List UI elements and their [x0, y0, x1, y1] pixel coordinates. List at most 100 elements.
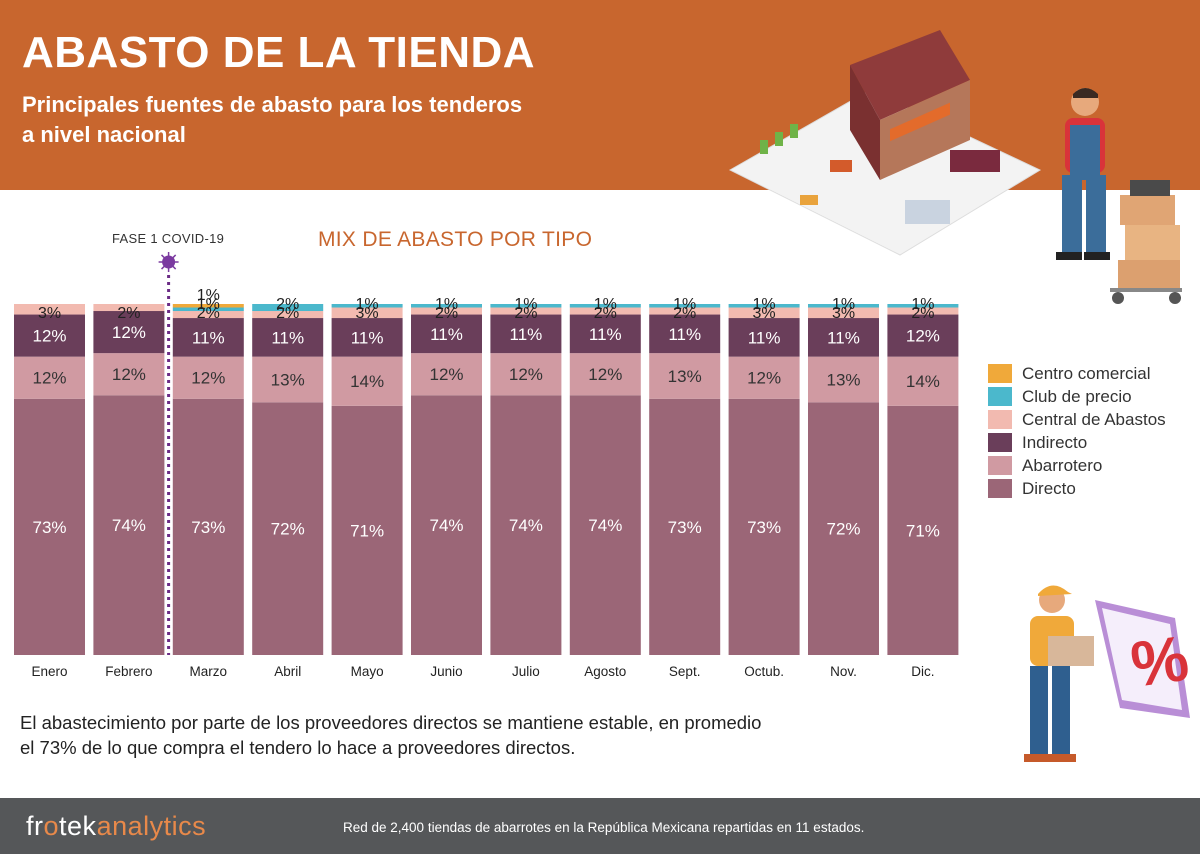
summary-line-1: El abastecimiento por parte de los prove… — [20, 712, 762, 733]
data-label-directo: 72% — [271, 520, 305, 539]
bar-segment-directo — [490, 395, 562, 655]
bar-segment-club-de-precio — [569, 304, 641, 308]
bar-segment-indirecto — [93, 311, 165, 354]
data-label-central-de-abastos: 2% — [911, 305, 934, 322]
data-label-indirecto: 11% — [351, 328, 384, 347]
bar-segment-club-de-precio — [808, 304, 879, 308]
bar-segment-directo — [252, 402, 324, 655]
bar-segment-directo — [569, 395, 641, 655]
data-label-indirecto: 11% — [271, 328, 304, 347]
bar-segment-club-de-precio — [411, 304, 482, 308]
page-title: ABASTO DE LA TIENDA — [22, 28, 536, 77]
legend-item-central-de-abastos: Central de Abastos — [988, 408, 1166, 431]
data-label-directo: 73% — [668, 518, 702, 537]
data-label-central-de-abastos: 2% — [435, 305, 458, 322]
bar-segment-indirecto — [887, 314, 959, 357]
footer-bar: frotekanalytics Red de 2,400 tiendas de … — [0, 798, 1200, 854]
bar-segment-central-de-abastos — [808, 307, 879, 319]
chart-legend: Centro comercial Club de precio Central … — [988, 362, 1166, 500]
bar-segment-directo — [331, 405, 403, 655]
bar-segment-directo — [649, 398, 721, 655]
data-label-club-de-precio: 1% — [197, 296, 220, 313]
x-tick-label: Julio — [512, 664, 540, 679]
svg-text:%: % — [1127, 622, 1193, 701]
data-label-abarrotero: 13% — [271, 370, 305, 389]
data-label-indirecto: 11% — [430, 325, 463, 344]
data-label-abarrotero: 12% — [112, 365, 146, 384]
data-label-central-de-abastos: 2% — [276, 305, 299, 322]
data-label-club-de-precio: 1% — [356, 296, 379, 313]
stacked-bar-chart: 73%12%12%3%Enero74%12%12%2%Febrero73%12%… — [14, 252, 959, 679]
data-label-abarrotero: 14% — [350, 372, 384, 391]
bar-segment-directo — [728, 398, 800, 655]
subtitle-line-2: a nivel nacional — [22, 122, 186, 147]
data-label-abarrotero: 14% — [906, 372, 940, 391]
data-label-club-de-precio: 1% — [594, 296, 617, 313]
bar-segment-abarrotero — [649, 353, 721, 399]
legend-label: Central de Abastos — [1022, 409, 1166, 429]
legend-swatch — [988, 479, 1012, 498]
data-label-indirecto: 11% — [510, 325, 543, 344]
bar-segment-directo — [172, 398, 244, 655]
legend-label: Directo — [1022, 478, 1076, 498]
data-label-abarrotero: 13% — [826, 370, 860, 389]
data-label-centro-comercial: 1% — [197, 287, 220, 304]
data-label-club-de-precio: 1% — [514, 296, 537, 313]
data-label-indirecto: 11% — [668, 325, 701, 344]
bar-segment-central-de-abastos — [728, 307, 800, 319]
page-subtitle: Principales fuentes de abasto para los t… — [22, 90, 522, 150]
bar-segment-club-de-precio — [728, 304, 800, 308]
data-label-directo: 73% — [32, 518, 66, 537]
bar-segment-indirecto — [252, 318, 324, 357]
data-label-club-de-precio: 1% — [435, 296, 458, 313]
bar-segment-abarrotero — [411, 353, 482, 396]
data-label-abarrotero: 12% — [509, 365, 543, 384]
summary-line-2: el 73% de lo que compra el tendero lo ha… — [20, 737, 576, 758]
bar-segment-club-de-precio — [331, 304, 403, 308]
legend-label: Abarrotero — [1022, 455, 1103, 475]
data-label-abarrotero: 12% — [191, 369, 225, 388]
legend-swatch — [988, 387, 1012, 406]
data-label-directo: 73% — [747, 518, 781, 537]
header-banner: ABASTO DE LA TIENDA Principales fuentes … — [0, 0, 1200, 190]
x-tick-label: Junio — [430, 664, 462, 679]
x-tick-label: Sept. — [669, 664, 701, 679]
data-label-central-de-abastos: 2% — [117, 305, 140, 322]
bar-segment-indirecto — [14, 314, 85, 357]
data-label-abarrotero: 12% — [747, 369, 781, 388]
data-label-indirecto: 12% — [906, 327, 940, 346]
data-label-abarrotero: 12% — [588, 365, 622, 384]
bar-segment-abarrotero — [728, 356, 800, 399]
virus-icon — [158, 252, 179, 272]
bar-segment-abarrotero — [252, 356, 324, 403]
x-tick-label: Agosto — [584, 664, 626, 679]
x-tick-label: Mayo — [351, 664, 384, 679]
bar-segment-centro-comercial — [172, 304, 244, 308]
bar-segment-abarrotero — [93, 353, 165, 396]
data-label-indirecto: 11% — [748, 328, 781, 347]
delivery-worker-illustration — [1056, 88, 1182, 304]
bar-segment-abarrotero — [172, 356, 244, 399]
bar-segment-club-de-precio — [649, 304, 721, 308]
bar-segment-directo — [14, 398, 85, 655]
data-label-directo: 74% — [509, 516, 543, 535]
summary-text: El abastecimiento por parte de los prove… — [20, 710, 940, 760]
x-tick-label: Marzo — [190, 664, 228, 679]
bar-segment-club-de-precio — [252, 304, 324, 312]
bar-segment-abarrotero — [808, 356, 879, 403]
data-label-central-de-abastos: 2% — [594, 305, 617, 322]
bar-segment-directo — [808, 402, 879, 655]
data-label-club-de-precio: 1% — [911, 296, 934, 313]
legend-swatch — [988, 410, 1012, 429]
warehouse-illustration — [728, 30, 1042, 256]
legend-label: Club de precio — [1022, 386, 1132, 406]
data-label-directo: 72% — [826, 520, 860, 539]
legend-swatch — [988, 433, 1012, 452]
subtitle-line-1: Principales fuentes de abasto para los t… — [22, 92, 523, 117]
data-label-indirecto: 11% — [589, 325, 622, 344]
bar-segment-abarrotero — [331, 356, 403, 406]
bar-segment-central-de-abastos — [490, 307, 562, 315]
bar-segment-club-de-precio — [172, 307, 244, 312]
data-label-abarrotero: 12% — [32, 369, 66, 388]
footer-note: Red de 2,400 tiendas de abarrotes en la … — [343, 820, 865, 835]
